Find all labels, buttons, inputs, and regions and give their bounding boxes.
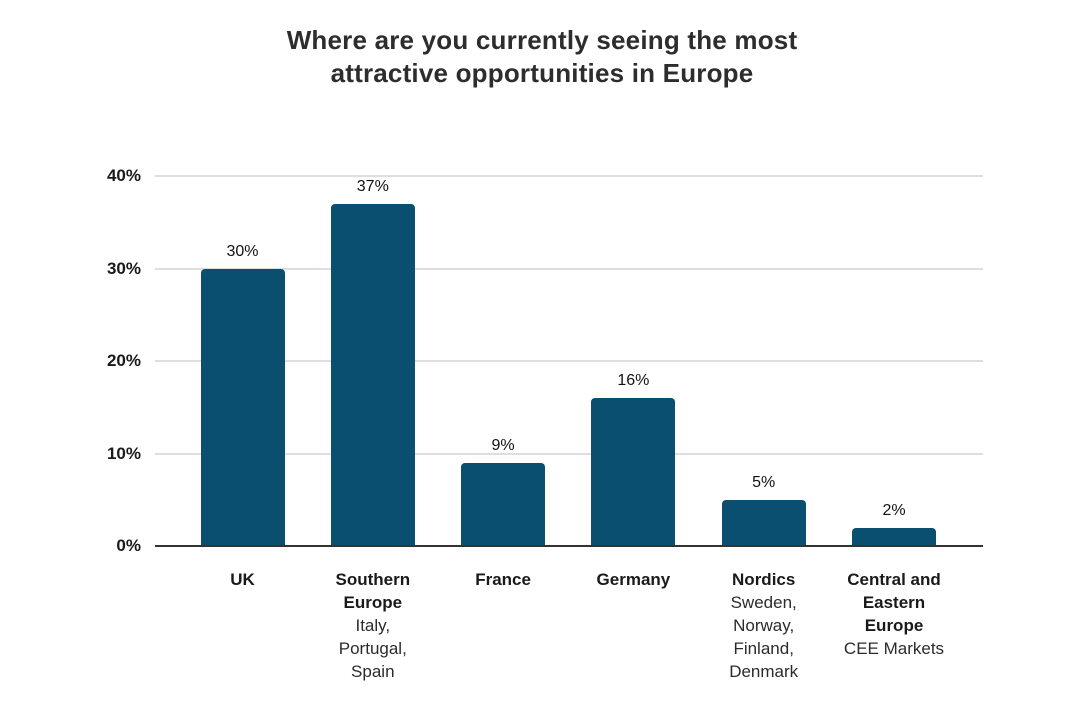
x-axis-label-main-line: Eastern: [862, 593, 926, 612]
bar-value-label-uk: 30%: [226, 242, 259, 260]
bar-nordics: [721, 499, 806, 546]
x-axis-label-main-line: Southern: [335, 570, 411, 589]
x-axis-label-southern-europe: Southern Europe Italy, Portugal, Spain: [303, 568, 443, 683]
x-axis-sublabel-line: Finland,: [733, 639, 794, 658]
x-axis-label-germany: Germany: [563, 568, 703, 591]
x-axis-sublabel-line: Spain: [351, 662, 395, 681]
x-axis-label-france: France: [433, 568, 573, 591]
y-axis-label-40: 40%: [106, 166, 141, 185]
chart-title: Where are you currently seeing the most …: [0, 24, 1084, 90]
y-axis-label-20: 20%: [106, 351, 141, 370]
bar-value-label-central-and-eastern-europe: 2%: [882, 501, 906, 519]
x-axis-label-main-line: Germany: [596, 570, 671, 589]
x-axis-label-main-line: Europe: [864, 616, 924, 635]
y-axis-label-30: 30%: [106, 258, 141, 278]
bar-value-label-germany: 16%: [617, 372, 650, 389]
x-axis-label-nordics: Nordics Sweden, Norway, Finland, Denmark: [694, 568, 834, 683]
gridline-10pct: [155, 452, 983, 455]
bar-france: [461, 462, 546, 546]
x-axis-sublabel-line: Italy,: [355, 616, 391, 635]
y-axis-label-10: 10%: [106, 443, 141, 463]
x-axis-label-main-line: France: [475, 570, 531, 589]
x-axis-line: [155, 545, 983, 547]
y-axis-label-0: 0%: [116, 536, 141, 555]
x-axis-label-uk: UK: [173, 568, 313, 591]
chart-title-line-2: attractive opportunities in Europe: [330, 58, 754, 88]
x-axis-sublabel-line: CEE Markets: [843, 639, 945, 658]
chart-title-line-1: Where are you currently seeing the most: [286, 25, 798, 55]
bar-value-label-france: 9%: [491, 436, 515, 454]
gridline-20pct: [155, 360, 983, 362]
x-axis-sublabel-line: Portugal,: [338, 639, 407, 658]
bar-uk: [200, 268, 285, 546]
x-axis-sublabel-line: Sweden,: [730, 593, 797, 612]
x-axis-sublabel-line: Norway,: [733, 616, 795, 635]
bar-value-label-southern-europe: 37%: [356, 177, 389, 195]
x-axis-label-main-line: Central and: [847, 570, 941, 589]
bar-southern-europe: [330, 203, 415, 546]
x-axis-label-main-line: UK: [230, 570, 255, 589]
gridline-30pct: [155, 267, 983, 270]
x-axis-label-central-and-eastern-europe: Central and Eastern Europe CEE Markets: [824, 568, 964, 660]
bar-central-and-eastern-europe: [852, 527, 936, 546]
x-axis-label-main-line: Europe: [343, 593, 403, 612]
x-axis-label-main-line: Nordics: [732, 570, 796, 589]
bar-germany: [591, 398, 676, 546]
x-axis-sublabel-line: Denmark: [729, 662, 799, 681]
gridline-40pct: [155, 175, 983, 177]
bar-value-label-nordics: 5%: [752, 473, 776, 491]
